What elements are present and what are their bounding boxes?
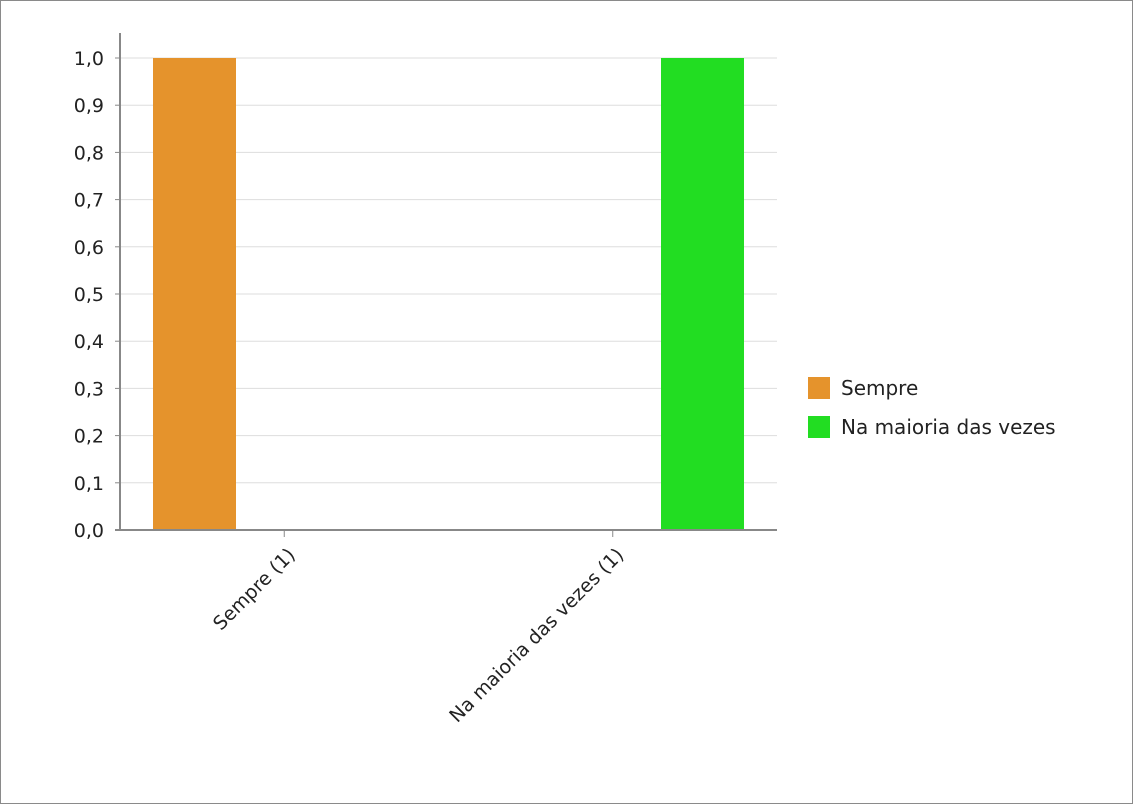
- y-tick-label: 0,4: [74, 331, 104, 353]
- y-tick-label: 0,5: [74, 284, 104, 306]
- x-category-label: Na maioria das vezes (1): [445, 544, 628, 727]
- y-tick-label: 0,8: [74, 142, 104, 164]
- bars: [153, 58, 744, 530]
- y-tick-label: 0,1: [74, 473, 104, 495]
- legend: Sempre Na maioria das vezes: [808, 376, 1056, 439]
- axes: [115, 33, 777, 531]
- y-tick-label: 0,9: [74, 95, 104, 117]
- x-category-labels: Sempre (1) Na maioria das vezes (1): [209, 530, 628, 727]
- y-tick-label: 0,2: [74, 426, 104, 448]
- y-tick-label: 0,3: [74, 378, 104, 400]
- y-tick-labels: 0,0 0,1 0,2 0,3 0,4 0,5 0,6 0,7 0,8 0,9 1,0: [74, 48, 104, 542]
- bar: [661, 58, 744, 530]
- y-tick-label: 0,0: [74, 520, 104, 542]
- y-tick-label: 1,0: [74, 48, 104, 70]
- x-category-label: Sempre (1): [209, 544, 300, 635]
- y-tick-label: 0,6: [74, 237, 104, 259]
- legend-label: Sempre: [841, 376, 918, 400]
- bar: [153, 58, 236, 530]
- legend-label: Na maioria das vezes: [841, 415, 1056, 439]
- legend-swatch: [808, 377, 830, 399]
- y-tick-label: 0,7: [74, 190, 104, 212]
- legend-swatch: [808, 416, 830, 438]
